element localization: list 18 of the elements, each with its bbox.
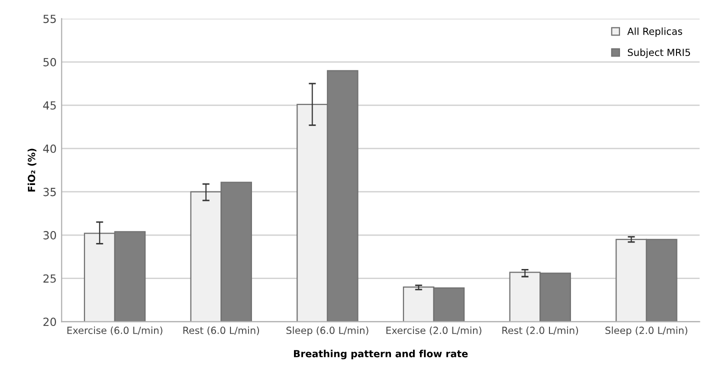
x-tick-label: Exercise (2.0 L/min)	[386, 326, 482, 336]
y-axis-title: FiO₂ (%)	[28, 148, 36, 192]
x-tick-label: Rest (2.0 L/min)	[502, 326, 578, 336]
y-tick-label: 35	[43, 188, 56, 196]
x-tick-label: Sleep (6.0 L/min)	[286, 326, 368, 336]
x-tick-label: Exercise (6.0 L/min)	[67, 326, 162, 336]
y-tick-label: 45	[43, 101, 56, 110]
y-tick-label: 50	[43, 58, 56, 66]
y-tick-label: 30	[43, 231, 56, 240]
x-tick-label: Rest (6.0 L/min)	[183, 326, 260, 336]
y-tick-label: 55	[43, 14, 56, 24]
y-tick-label: 40	[43, 144, 56, 153]
legend-label: All Replicas	[627, 27, 682, 37]
y-tick-label: 25	[43, 274, 56, 283]
x-tick-label: Sleep (2.0 L/min)	[605, 326, 688, 336]
legend-label: Subject MRI5	[628, 48, 690, 58]
x-axis-title: Breathing pattern and flow rate	[294, 350, 468, 360]
y-tick-label: 20	[43, 318, 56, 326]
